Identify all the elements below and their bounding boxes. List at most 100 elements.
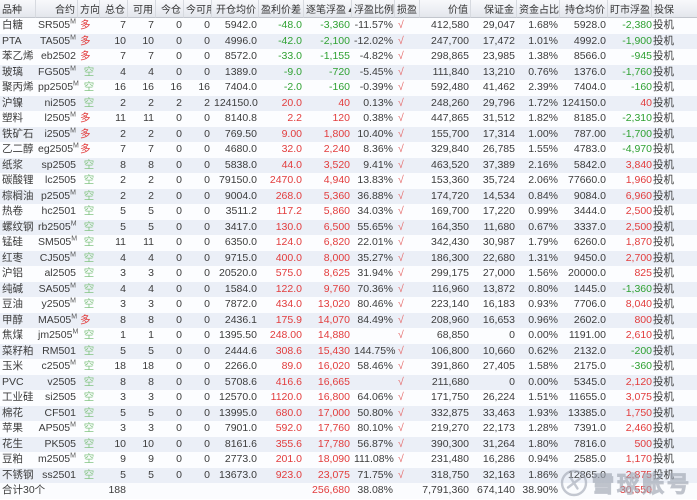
contract-cell: MA505M	[38, 313, 78, 326]
col-header-capital_pct[interactable]: 资金占比	[517, 0, 560, 18]
tick_float_pnl-cell: -3,360	[320, 19, 350, 31]
col-header-variety[interactable]: 品种	[0, 0, 36, 18]
col-header-stop_check[interactable]: 损盈	[395, 0, 420, 18]
position-row-聚丙烯[interactable]: 聚丙烯 pp2505M 空 16 16 16 16 7404.0 -2.0 -160 -0.39% √…	[0, 80, 697, 96]
profit_spread-cell: -9.0	[283, 65, 302, 78]
col-header-today_pos[interactable]: 今仓	[156, 0, 184, 18]
col-header-hedge_flag[interactable]: 投保	[652, 0, 697, 18]
col-header-margin[interactable]: 保证金	[471, 0, 517, 18]
variety-cell: 棉花	[2, 406, 23, 419]
total_pos-cell: 4	[120, 282, 126, 295]
position-row-白糖[interactable]: 白糖 SR505M 多 7 7 0 0 5942.0 -48.0 -3,360 -11.57% √ 41…	[0, 18, 697, 34]
position-row-玻璃[interactable]: 玻璃 FG505M 空 4 4 0 0 1389.0 -9.0 -720 -5.45% √ 111,84…	[0, 64, 697, 80]
profit_spread-cell: 355.6	[275, 437, 302, 450]
capital_pct-cell: 0.00%	[528, 329, 558, 341]
margin-cell: 27,405	[482, 360, 515, 372]
variety-cell: 菜籽粕	[2, 344, 34, 357]
position-row-红枣[interactable]: 红枣 CJ505M 空 4 4 0 0 9715.0 400.0 8,000 35.27% √ 186,…	[0, 250, 697, 266]
position-row-PVC[interactable]: PVC v2505 空 8 8 0 0 5708.6 416.6 16,665 √ 211,680 0 0…	[0, 374, 697, 390]
col-header-float_pnl_ratio[interactable]: 浮盈比例	[352, 0, 395, 18]
position-row-苯乙烯[interactable]: 苯乙烯 eb2502 多 7 7 0 0 8572.0 -33.0 -1,155 -4.82% √ 29…	[0, 49, 697, 65]
position-row-塑料[interactable]: 塑料 l2505M 多 11 11 0 0 8140.8 2.2 120 0.38% √ 447,865…	[0, 111, 697, 127]
position-row-豆油[interactable]: 豆油 y2505M 空 3 3 0 0 7872.0 434.0 13,020 80.46% √ 223…	[0, 297, 697, 313]
mtm_float_pnl-cell: 2,700	[625, 251, 652, 264]
tick_float_pnl-cell: 5,360	[323, 189, 350, 202]
tick_float_pnl-cell: 5,860	[323, 205, 350, 217]
hedge_flag-cell	[652, 483, 697, 499]
position-row-焦煤[interactable]: 焦煤 jm2505M 空 1 1 0 0 1395.50 248.00 14,880 √ 68,850…	[0, 328, 697, 344]
position-row-不锈钢[interactable]: 不锈钢 ss2501 空 5 5 0 0 13673.0 923.0 23,075 71.75% √ 3…	[0, 467, 697, 483]
position-row-PTA[interactable]: PTA TA505M 多 10 10 0 0 4996.0 -42.0 -2,100 -12.02%…	[0, 33, 697, 49]
col-header-hold_avg_price[interactable]: 持仓均价	[560, 0, 608, 18]
today_available-cell: 0	[204, 267, 210, 279]
col-header-direction[interactable]: 方向	[78, 0, 100, 18]
available-cell: 3	[148, 391, 154, 403]
tick_float_pnl-cell: 120	[332, 112, 350, 124]
position-row-纸浆[interactable]: 纸浆 sp2505 空 8 8 0 0 5838.0 44.0 3,520 9.41% √ 463,52…	[0, 157, 697, 173]
hedge_flag-cell: 投机	[653, 236, 674, 248]
today_pos-cell: 0	[176, 50, 182, 62]
col-header-available[interactable]: 可用	[128, 0, 156, 18]
tick_float_pnl-cell: 6,820	[323, 236, 350, 248]
position-row-花生[interactable]: 花生 PK505 空 10 10 0 0 8161.6 355.6 17,780 56.87% √ 39…	[0, 436, 697, 452]
capital_pct-cell: 1.31%	[528, 251, 558, 264]
col-header-mtm_float_pnl[interactable]: 盯市浮盈	[608, 0, 652, 18]
position-row-乙二醇[interactable]: 乙二醇 eg2505M 多 7 7 0 0 4680.0 32.0 2,240 8.36% √ 329,…	[0, 142, 697, 158]
position-row-碳酸锂[interactable]: 碳酸锂 lc2505 空 2 2 0 0 79150.0 2470.0 4,940 13.83% √ 1…	[0, 173, 697, 189]
col-header-profit_spread[interactable]: 盈利价差	[259, 0, 304, 18]
hedge_flag-cell: 投机	[653, 298, 674, 310]
hedge_flag-cell: 投机	[653, 19, 674, 31]
col-header-value[interactable]: 价值	[420, 0, 471, 18]
variety-cell: PTA	[2, 34, 22, 47]
hedge_flag-cell: 投机	[653, 174, 674, 186]
direction-cell: 空	[83, 329, 95, 341]
col-header-label: 逐笔浮盈	[306, 5, 346, 16]
available-cell: 11	[143, 112, 154, 124]
stop_check-cell: √	[398, 298, 404, 310]
col-header-label: 保证金	[484, 5, 514, 16]
hold_avg_price-cell: 9084.0	[573, 189, 606, 202]
total-row: 合计30个 188 256,680 38.08% 7,791,360 674,140 38.…	[0, 483, 697, 499]
position-row-纯碱[interactable]: 纯碱 SA505M 空 4 4 0 0 1584.0 122.0 9,760 70.36% √ 116,…	[0, 281, 697, 297]
capital_pct-cell: 1.01%	[528, 34, 558, 47]
col-header-contract[interactable]: 合约	[36, 0, 78, 18]
position-row-铁矿石[interactable]: 铁矿石 i2505M 多 2 2 0 0 769.50 9.00 1,800 10.40% √ 155,…	[0, 126, 697, 142]
main-contract-marker: M	[72, 328, 79, 336]
position-row-沪镍[interactable]: 沪镍 ni2505 空 2 2 2 2 124150.0 20.0 40 0.13% √ 248,260…	[0, 95, 697, 111]
position-row-沪铝[interactable]: 沪铝 al2505 空 3 3 0 0 20520.0 575.0 8,625 31.94% √ 299…	[0, 266, 697, 282]
available-cell: 2	[148, 174, 154, 186]
col-header-today_available[interactable]: 今可用	[184, 0, 212, 18]
stop_check-cell: √	[398, 375, 404, 388]
variety-cell: 苯乙烯	[2, 50, 34, 62]
position-row-苹果[interactable]: 苹果 AP505M 空 3 3 0 0 7901.0 592.0 17,760 80.10% √ 219…	[0, 421, 697, 437]
position-row-棕榈油[interactable]: 棕榈油 p2505M 空 2 2 0 0 9004.0 268.0 5,360 36.88% √ 174…	[0, 188, 697, 204]
float_pnl_ratio-cell: -12.02%	[354, 34, 394, 47]
position-row-热卷[interactable]: 热卷 hc2501 空 5 5 0 0 3511.2 117.2 5,860 34.03% √ 169,…	[0, 204, 697, 220]
col-header-total_pos[interactable]: 总仓	[100, 0, 128, 18]
position-row-螺纹钢[interactable]: 螺纹钢 rb2505M 空 5 5 0 0 3417.0 130.0 6,500 55.65% √ 16…	[0, 219, 697, 235]
stop_check-cell: √	[398, 406, 404, 419]
position-row-工业硅[interactable]: 工业硅 si2505 空 3 3 0 0 12570.0 1120.0 16,800 64.06% √…	[0, 390, 697, 406]
main-contract-marker: M	[70, 297, 76, 305]
direction-cell: 空	[83, 344, 95, 357]
position-row-豆粕[interactable]: 豆粕 m2505M 空 9 9 0 0 2773.0 201.0 18,090 111.08% √ 23…	[0, 452, 697, 468]
tick_float_pnl-cell: -1,155	[320, 50, 350, 62]
margin-cell: 13,872	[482, 282, 515, 295]
direction-cell: 多	[80, 313, 91, 326]
today_available-cell: 2	[204, 96, 210, 109]
col-header-open_avg_price[interactable]: 开仓均价	[212, 0, 259, 18]
position-row-棉花[interactable]: 棉花 CF501 空 5 5 0 0 13995.0 680.0 17,000 50.80% √ 332…	[0, 405, 697, 421]
tick_float_pnl-cell: 17,760	[317, 422, 350, 434]
capital_pct-cell: 1.51%	[528, 391, 558, 403]
today_available-cell: 0	[204, 313, 210, 326]
col-header-tick_float_pnl[interactable]: 逐笔浮盈▲	[304, 0, 352, 18]
open_avg_price-cell: 13673.0	[219, 468, 257, 481]
position-row-菜籽粕[interactable]: 菜籽粕 RM501 空 5 5 0 0 2444.6 308.6 15,430 144.75% √ 10…	[0, 343, 697, 359]
position-row-玉米[interactable]: 玉米 c2505M 空 18 18 0 0 2266.0 89.0 16,020 58.46% √ 39…	[0, 359, 697, 375]
mtm_float_pnl-cell: 500	[634, 437, 652, 450]
total_pos-cell: 1	[120, 329, 126, 341]
value-cell: 298,865	[431, 50, 469, 62]
position-row-锰硅[interactable]: 锰硅 SM505M 空 11 11 0 0 6350.0 124.0 6,820 22.01% √ 34…	[0, 235, 697, 251]
stop_check-cell: √	[398, 143, 404, 155]
position-row-甲醇[interactable]: 甲醇 MA505M 多 8 8 0 0 2436.1 175.9 14,070 84.49% √ 208…	[0, 312, 697, 328]
